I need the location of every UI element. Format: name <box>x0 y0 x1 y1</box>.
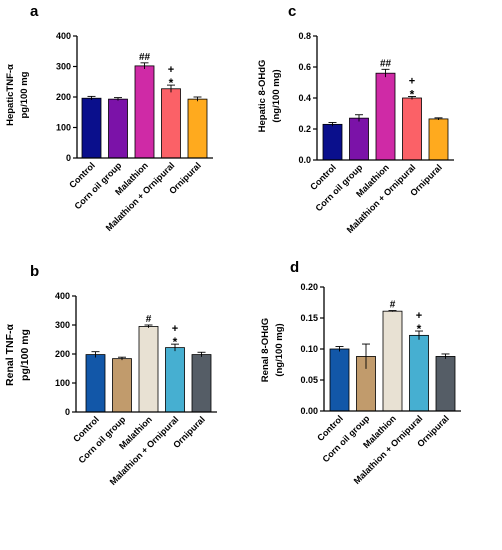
bar <box>108 98 128 159</box>
significance-marker: # <box>146 314 152 325</box>
y-tick-label: 0.10 <box>300 344 318 354</box>
panel-letter: c <box>288 3 296 20</box>
y-axis-label-line1: Hepatic 8-OHdG <box>257 60 268 133</box>
y-tick-label: 300 <box>55 320 70 330</box>
y-tick-label: 300 <box>56 62 71 72</box>
y-tick-label: 200 <box>55 349 70 359</box>
bar <box>435 356 456 412</box>
y-axis-label-line1: Renal TNF-α <box>4 324 16 386</box>
significance-marker: + <box>416 310 422 322</box>
y-tick-label: 0.2 <box>298 124 311 134</box>
significance-marker: * <box>417 322 422 336</box>
significance-marker: * <box>169 76 174 90</box>
y-tick-label: 0.05 <box>300 375 318 385</box>
panel-letter: d <box>290 259 299 276</box>
bar <box>187 98 208 159</box>
category-label: Corn oil group <box>321 413 372 464</box>
bar <box>85 354 106 413</box>
bar <box>322 123 343 161</box>
y-axis-label-line2: (ng/100 mg) <box>274 323 285 376</box>
bar <box>409 334 429 412</box>
bar <box>428 118 449 161</box>
bar <box>81 97 102 159</box>
y-axis-label-line2: pg/100 mg <box>19 329 31 381</box>
y-tick-label: 0.15 <box>300 313 318 323</box>
y-axis-label-line2: pg/100 mg <box>19 71 30 118</box>
y-tick-label: 0.00 <box>300 406 318 416</box>
y-tick-label: 400 <box>56 31 71 41</box>
panel-letter: a <box>30 3 39 20</box>
significance-marker: * <box>173 335 178 349</box>
y-tick-label: 0 <box>65 407 70 417</box>
category-label: Corn oil group <box>77 414 128 465</box>
significance-marker: ## <box>139 52 151 63</box>
significance-marker: + <box>168 64 174 76</box>
bar <box>402 97 422 161</box>
bar <box>329 348 350 412</box>
panel-letter: b <box>30 263 39 280</box>
bar <box>349 117 369 161</box>
bar <box>112 358 132 413</box>
y-tick-label: 200 <box>56 92 71 102</box>
y-tick-label: 0.6 <box>298 62 311 72</box>
y-axis-label-line2: (ng/100 mg) <box>271 69 282 122</box>
y-tick-label: 0.8 <box>298 31 311 41</box>
y-tick-label: 0.20 <box>300 282 318 292</box>
category-label: Corn oil group <box>314 162 365 213</box>
significance-marker: ## <box>380 58 392 69</box>
significance-marker: * <box>410 87 415 101</box>
y-tick-label: 0.0 <box>298 155 311 165</box>
chart-panel-c: c Hepatic 8-OHdG (ng/100 mg) 0.0 0.2 0.4 0.6 0.… <box>257 3 454 235</box>
bar <box>134 65 155 159</box>
y-tick-label: 100 <box>55 378 70 388</box>
bar <box>375 72 396 161</box>
bar <box>138 326 159 413</box>
significance-marker: + <box>172 323 178 335</box>
category-label: Corn oil group <box>73 160 124 211</box>
y-tick-label: 400 <box>55 291 70 301</box>
y-axis-label-line1: Renal 8-OHdG <box>260 318 271 382</box>
bar <box>165 347 185 413</box>
y-tick-label: 0 <box>66 153 71 163</box>
bar <box>382 310 403 412</box>
bar <box>191 354 212 413</box>
chart-panel-d: d Renal 8-OHdG (ng/100 mg) 0.00 0.05 0.10 0.15… <box>260 259 461 486</box>
bar <box>161 88 181 159</box>
y-tick-label: 0.4 <box>298 93 311 103</box>
significance-marker: # <box>390 300 396 311</box>
y-axis-label-line1: HepaticTNF-α <box>5 64 16 126</box>
y-tick-label: 100 <box>56 123 71 133</box>
significance-marker: + <box>409 75 415 87</box>
